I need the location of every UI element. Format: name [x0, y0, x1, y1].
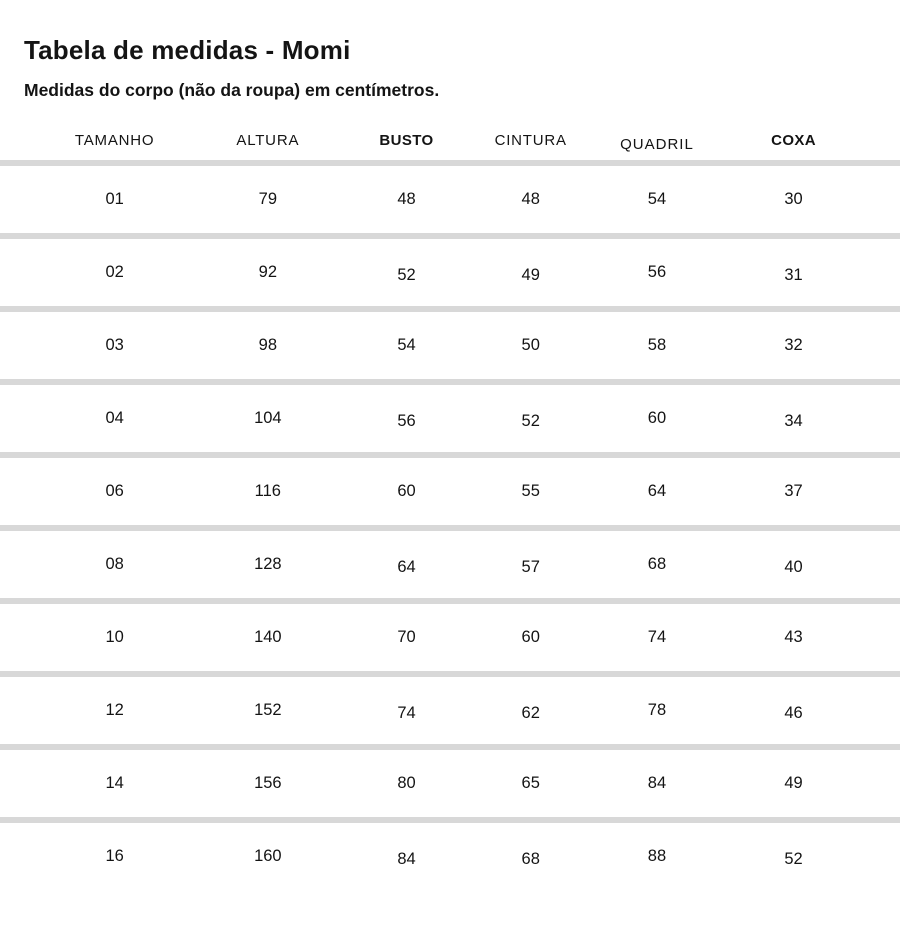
table-cell-altura: 104 [254, 409, 282, 427]
table-body: 01 79 48 48 54 30 02 92 52 49 56 31 03 98 54 50 58 32 04 10… [0, 160, 900, 890]
table-row: 10 140 70 60 74 43 [0, 598, 900, 671]
table-cell-cintura: 49 [521, 266, 540, 284]
table-row: 01 79 48 48 54 30 [0, 160, 900, 233]
table-cell-cintura: 48 [521, 190, 540, 208]
table-cell-busto: 80 [397, 774, 416, 792]
table-row: 06 116 60 55 64 37 [0, 452, 900, 525]
column-header-tamanho: TAMANHO [74, 131, 155, 149]
size-chart-page: Tabela de medidas - Momi Medidas do corp… [0, 36, 900, 890]
table-cell-altura: 92 [258, 263, 277, 281]
table-cell-coxa: 30 [784, 190, 803, 208]
table-cell-coxa: 40 [784, 558, 803, 576]
table-cell-cintura: 60 [521, 628, 540, 646]
table-cell-tamanho: 10 [105, 628, 124, 646]
table-row: 08 128 64 57 68 40 [0, 525, 900, 598]
table-cell-altura: 98 [258, 336, 277, 354]
table-row: 12 152 74 62 78 46 [0, 671, 900, 744]
table-cell-quadril: 60 [647, 409, 667, 427]
table-cell-cintura: 50 [521, 336, 540, 354]
table-cell-cintura: 52 [521, 412, 540, 430]
table-cell-busto: 56 [397, 412, 416, 430]
table-row: 04 104 56 52 60 34 [0, 379, 900, 452]
table-row: 14 156 80 65 84 49 [0, 744, 900, 817]
table-cell-quadril: 84 [647, 774, 667, 792]
table-cell-quadril: 58 [647, 336, 667, 354]
table-cell-tamanho: 14 [105, 774, 124, 792]
table-cell-busto: 70 [397, 628, 416, 646]
table-cell-quadril: 88 [647, 847, 667, 865]
table-header-row: TAMANHO ALTURA BUSTO CINTURA QUADRIL COX… [0, 100, 900, 160]
table-row: 02 92 52 49 56 31 [0, 233, 900, 306]
table-cell-busto: 54 [397, 336, 416, 354]
column-header-altura: ALTURA [236, 131, 300, 149]
table-cell-cintura: 65 [521, 774, 540, 792]
table-cell-cintura: 68 [521, 850, 540, 868]
table-cell-altura: 160 [254, 847, 282, 865]
column-header-coxa: COXA [771, 131, 817, 149]
table-cell-cintura: 62 [521, 704, 540, 722]
table-cell-altura: 140 [254, 628, 282, 646]
table-cell-quadril: 68 [647, 555, 667, 573]
table-cell-tamanho: 06 [105, 482, 124, 500]
table-cell-coxa: 32 [784, 336, 803, 354]
page-title: Tabela de medidas - Momi [24, 35, 351, 65]
table-cell-coxa: 34 [784, 412, 803, 430]
table-cell-tamanho: 01 [105, 190, 124, 208]
table-cell-coxa: 31 [784, 266, 803, 284]
table-cell-tamanho: 12 [105, 701, 124, 719]
table-cell-quadril: 54 [647, 190, 667, 208]
table-cell-busto: 64 [397, 558, 416, 576]
table-cell-coxa: 43 [784, 628, 803, 646]
table-cell-busto: 48 [397, 190, 416, 208]
table-cell-quadril: 56 [647, 263, 667, 281]
table-cell-tamanho: 16 [105, 847, 124, 865]
table-cell-tamanho: 02 [105, 263, 124, 281]
table-cell-busto: 74 [397, 704, 416, 722]
table-cell-altura: 79 [258, 190, 277, 208]
size-table: TAMANHO ALTURA BUSTO CINTURA QUADRIL COX… [0, 100, 900, 890]
table-cell-altura: 116 [254, 482, 281, 500]
table-cell-busto: 60 [397, 482, 416, 500]
column-header-cintura: CINTURA [494, 131, 567, 149]
table-cell-busto: 84 [397, 850, 416, 868]
table-cell-altura: 156 [254, 774, 282, 792]
table-cell-tamanho: 03 [105, 336, 124, 354]
column-header-busto: BUSTO [379, 131, 434, 149]
table-cell-altura: 152 [254, 701, 282, 719]
table-cell-quadril: 74 [647, 628, 667, 646]
table-cell-coxa: 37 [784, 482, 803, 500]
table-cell-coxa: 52 [784, 850, 803, 868]
table-cell-altura: 128 [254, 555, 282, 573]
table-cell-coxa: 46 [784, 704, 803, 722]
table-cell-cintura: 57 [521, 558, 540, 576]
table-cell-quadril: 78 [647, 701, 667, 719]
table-cell-busto: 52 [397, 266, 416, 284]
table-cell-cintura: 55 [521, 482, 540, 500]
column-header-quadril: QUADRIL [620, 135, 694, 153]
table-cell-tamanho: 04 [105, 409, 124, 427]
table-cell-coxa: 49 [784, 774, 803, 792]
page-subtitle: Medidas do corpo (não da roupa) em centí… [24, 80, 440, 100]
table-cell-quadril: 64 [647, 482, 667, 500]
table-row: 16 160 84 68 88 52 [0, 817, 900, 890]
table-cell-tamanho: 08 [105, 555, 124, 573]
table-row: 03 98 54 50 58 32 [0, 306, 900, 379]
